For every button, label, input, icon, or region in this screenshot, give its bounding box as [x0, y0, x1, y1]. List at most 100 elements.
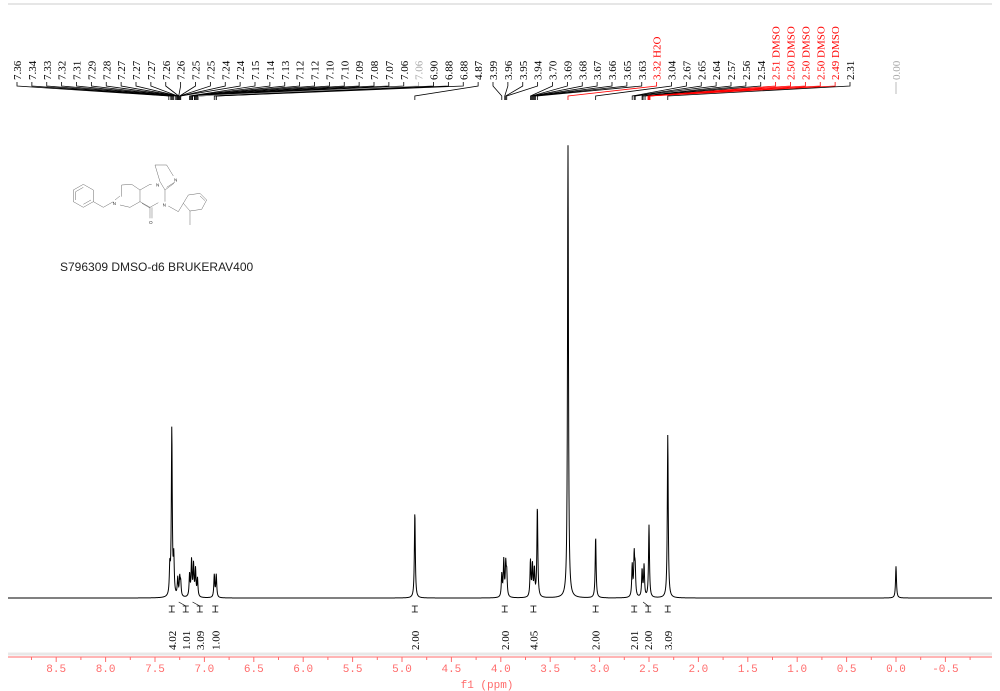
reference-peak-label: 0.00	[891, 60, 903, 80]
peak-label: 7.06	[399, 60, 411, 80]
x-tick-label: 2.5	[639, 664, 659, 676]
peak-label: 7.32	[57, 61, 69, 80]
structure-atom-n: N	[113, 201, 116, 206]
x-tick-label: 8.5	[46, 664, 66, 676]
peak-label: 7.26	[176, 60, 188, 80]
x-tick-label: 1.5	[738, 664, 758, 676]
integral-connector	[192, 601, 200, 607]
x-tick-label: 3.0	[590, 664, 610, 676]
peak-label-connector	[641, 82, 732, 100]
peak-label-connector	[190, 82, 271, 100]
integral-value: 4.05	[528, 630, 540, 650]
integral-bracket	[664, 605, 671, 613]
peak-label: 2.65	[696, 60, 708, 80]
peak-label: 3.95	[518, 60, 530, 80]
integral-value: 4.02	[167, 631, 179, 650]
integral-bracket	[196, 605, 203, 613]
x-tick-label: 7.5	[145, 664, 165, 676]
peak-label: 7.33	[42, 60, 54, 80]
peak-label: 7.07	[384, 60, 396, 80]
integral-bracket	[645, 605, 652, 613]
peak-label-connector	[198, 82, 420, 100]
x-tick-label: 2.0	[688, 664, 708, 676]
peak-label: 6.90	[429, 60, 441, 80]
peak-label-connector	[667, 82, 851, 100]
integral-value: 2.01	[629, 631, 641, 650]
sample-label: S796309 DMSO-d6 BRUKERAV400	[60, 260, 254, 274]
peak-label: 7.36	[12, 60, 24, 80]
integral-bracket	[631, 605, 638, 613]
x-tick-label: 4.0	[491, 664, 511, 676]
x-tick-label: 7.0	[194, 664, 214, 676]
peak-label: 6.88	[458, 60, 470, 80]
peak-label: 3.04	[667, 60, 679, 80]
integral-value: 2.00	[500, 630, 512, 650]
peak-label-connector	[505, 82, 524, 100]
peak-label: 2.67	[681, 60, 693, 80]
peak-label-connector	[61, 82, 174, 100]
peak-label: 2.57	[726, 60, 738, 80]
peak-label: 3.63	[637, 60, 649, 80]
peak-label: 2.31	[845, 61, 857, 80]
peak-label: 7.25	[191, 60, 203, 80]
peak-label-connector	[90, 82, 177, 100]
x-tick-label: 1.0	[787, 664, 807, 676]
integral-bracket	[501, 605, 508, 613]
peak-label: 6.88	[443, 60, 455, 80]
peak-label: 7.26	[161, 60, 173, 80]
peak-label: 2.50 DMSO	[786, 26, 798, 80]
peak-label: 7.27	[131, 60, 143, 80]
peak-label-connector	[647, 82, 777, 100]
x-tick-label: 3.5	[540, 664, 560, 676]
peak-label-connector	[180, 82, 241, 100]
peak-label: 7.12	[310, 61, 322, 80]
peak-label-connector	[633, 82, 702, 100]
peak-label: 7.10	[339, 60, 351, 80]
peak-label-connector	[506, 82, 539, 100]
peak-label-connector	[532, 82, 583, 100]
peak-label: 2.50 DMSO	[815, 26, 827, 80]
x-tick-label: 0.0	[886, 664, 906, 676]
peak-label-connector	[533, 82, 613, 100]
peak-label-connector	[76, 82, 175, 100]
peak-label-connector	[178, 82, 182, 100]
integral-value: 3.09	[195, 630, 207, 650]
peak-label-connector	[634, 82, 717, 100]
peak-label-connector	[648, 82, 821, 100]
chemical-structure	[73, 164, 207, 225]
peak-label: 7.12	[295, 61, 307, 80]
peak-label-connector	[196, 82, 375, 100]
peak-label: 7.28	[101, 60, 113, 80]
peak-label-connector	[649, 82, 836, 100]
peak-label-connector	[16, 82, 170, 100]
peak-label-connector	[215, 82, 464, 100]
integral-bracket	[530, 605, 537, 613]
peak-label-connector	[531, 82, 568, 100]
peak-label: 3.32 H2O	[652, 37, 664, 80]
integral-bracket	[182, 605, 189, 613]
peak-labels: 7.36 7.34 7.33 7.32 7.31 7.29 7.28 7.27 7.27 7.27…	[12, 26, 903, 100]
peak-label: 7.34	[27, 60, 39, 80]
integral-bracket	[592, 605, 599, 613]
peak-label: 7.06	[414, 60, 426, 80]
peak-label-connector	[414, 82, 479, 100]
peak-label-connector	[120, 82, 179, 100]
peak-label: 2.64	[711, 60, 723, 80]
integral-value: 1.01	[181, 631, 193, 650]
peak-label: 3.96	[503, 60, 515, 80]
peak-label-connector	[194, 82, 345, 100]
peak-label: 3.66	[607, 60, 619, 80]
peak-label: 7.31	[72, 61, 84, 80]
peak-label-connector	[533, 82, 598, 100]
integral-value: 1.00	[210, 630, 222, 650]
x-tick-label: 6.5	[244, 664, 264, 676]
peak-label: 2.54	[756, 60, 768, 80]
peak-label: 3.65	[622, 60, 634, 80]
peak-label-connector	[492, 82, 503, 100]
integral-connector	[642, 601, 649, 607]
peak-label: 7.13	[280, 60, 292, 80]
peak-label-connector	[642, 82, 747, 100]
peak-label: 2.50 DMSO	[800, 26, 812, 80]
peak-label: 7.24	[220, 60, 232, 80]
